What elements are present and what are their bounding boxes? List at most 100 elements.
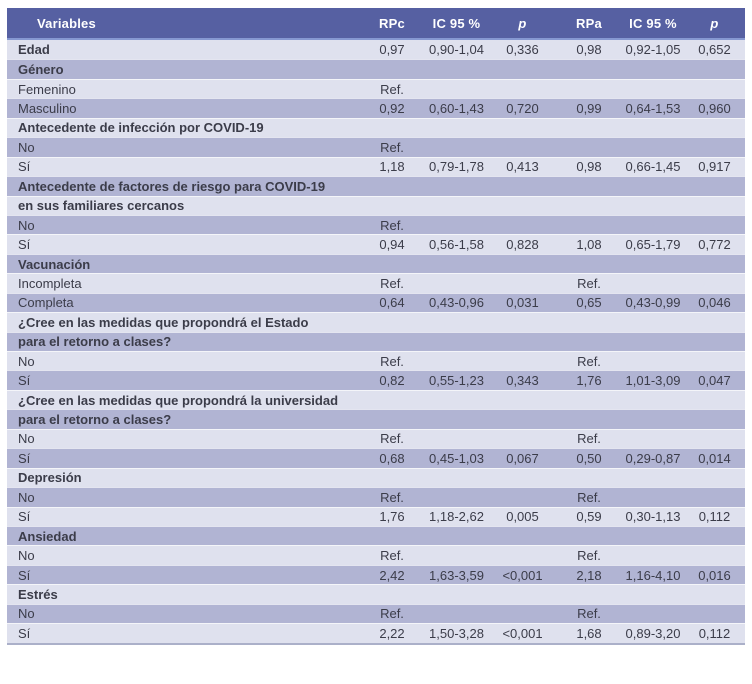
row-label: Estrés	[7, 584, 360, 604]
cell-ic95-crude: 0,45-1,03	[424, 448, 489, 468]
cell-rpc: 0,94	[360, 234, 424, 254]
cell-rpa: 0,99	[556, 98, 622, 118]
table-row: Género	[7, 59, 745, 79]
table-row: para el retorno a clases?	[7, 331, 745, 351]
cell-p-crude: <0,001	[489, 564, 556, 585]
cell-ic95-crude: 1,50-3,28	[424, 623, 489, 643]
cell-ic95-adjusted	[622, 214, 684, 235]
cell-rpc	[360, 176, 424, 196]
cell-ic95-crude	[424, 603, 489, 624]
cell-rpa	[556, 59, 622, 79]
cell-ic95-crude	[424, 253, 489, 274]
cell-rpc: Ref.	[360, 351, 424, 371]
cell-rpc	[360, 389, 424, 410]
cell-rpc	[360, 331, 424, 351]
cell-ic95-crude	[424, 312, 489, 332]
cell-p-adjusted	[684, 59, 745, 79]
cell-p-adjusted	[684, 603, 745, 624]
cell-p-crude: 0,343	[489, 370, 556, 390]
cell-rpa: 0,65	[556, 292, 622, 313]
cell-rpc: Ref.	[360, 214, 424, 235]
cell-p-adjusted	[684, 214, 745, 235]
row-label: No	[7, 214, 360, 235]
cell-rpc	[360, 467, 424, 488]
cell-ic95-crude: 0,90-1,04	[424, 40, 489, 60]
cell-p-adjusted	[684, 525, 745, 546]
cell-p-adjusted	[684, 117, 745, 138]
cell-p-adjusted	[684, 78, 745, 99]
cell-rpa: Ref.	[556, 487, 622, 507]
cell-rpa: Ref.	[556, 428, 622, 449]
cell-ic95-adjusted	[622, 137, 684, 157]
cell-p-crude	[489, 273, 556, 293]
cell-p-crude	[489, 117, 556, 138]
cell-rpc	[360, 195, 424, 215]
row-label: ¿Cree en las medidas que propondrá la un…	[7, 389, 360, 410]
cell-p-adjusted: 0,014	[684, 448, 745, 468]
cell-p-adjusted	[684, 409, 745, 429]
cell-rpc: 2,22	[360, 623, 424, 643]
cell-p-crude: 0,336	[489, 40, 556, 60]
row-label: Ansiedad	[7, 525, 360, 546]
column-header-variables: Variables	[7, 8, 360, 40]
table-row: Antecedente de infección por COVID-19	[7, 117, 745, 138]
cell-ic95-crude	[424, 78, 489, 99]
table-row: Sí 1,76 1,18-2,62 0,005 0,59 0,30-1,13 0,112	[7, 506, 745, 526]
row-label: Antecedente de factores de riesgo para C…	[7, 176, 360, 196]
cell-rpa: 0,59	[556, 506, 622, 526]
row-label: Sí	[7, 370, 360, 390]
cell-ic95-adjusted	[622, 428, 684, 449]
cell-p-crude: 0,720	[489, 98, 556, 118]
row-label: Sí	[7, 623, 360, 643]
cell-p-adjusted: 0,047	[684, 370, 745, 390]
cell-ic95-adjusted: 0,92-1,05	[622, 40, 684, 60]
cell-ic95-crude	[424, 195, 489, 215]
row-label: Sí	[7, 564, 360, 585]
results-table: Variables RPc IC 95 % p RPa IC 95 % p Ed…	[7, 8, 745, 645]
cell-rpc: Ref.	[360, 78, 424, 99]
cell-rpc: 0,64	[360, 292, 424, 313]
cell-p-crude	[489, 331, 556, 351]
cell-ic95-adjusted: 1,16-4,10	[622, 564, 684, 585]
cell-ic95-crude: 0,60-1,43	[424, 98, 489, 118]
cell-ic95-adjusted	[622, 584, 684, 604]
cell-ic95-crude	[424, 137, 489, 157]
cell-ic95-adjusted	[622, 409, 684, 429]
row-label: Incompleta	[7, 273, 360, 293]
cell-ic95-adjusted	[622, 467, 684, 488]
cell-ic95-crude	[424, 59, 489, 79]
cell-p-adjusted	[684, 584, 745, 604]
cell-ic95-crude: 0,79-1,78	[424, 156, 489, 177]
table-row: Edad 0,97 0,90-1,04 0,336 0,98 0,92-1,05 0,652	[7, 40, 745, 60]
cell-p-adjusted	[684, 487, 745, 507]
cell-ic95-crude	[424, 487, 489, 507]
cell-ic95-adjusted: 0,29-0,87	[622, 448, 684, 468]
cell-p-crude	[489, 214, 556, 235]
row-label: No	[7, 487, 360, 507]
cell-rpa: 1,76	[556, 370, 622, 390]
cell-ic95-adjusted	[622, 351, 684, 371]
cell-ic95-adjusted	[622, 273, 684, 293]
cell-p-crude	[489, 603, 556, 624]
cell-p-adjusted: 0,917	[684, 156, 745, 177]
cell-rpc: 0,82	[360, 370, 424, 390]
table-row: Sí 0,94 0,56-1,58 0,828 1,08 0,65-1,79 0,772	[7, 234, 745, 254]
cell-p-crude: <0,001	[489, 623, 556, 643]
cell-p-adjusted: 0,960	[684, 98, 745, 118]
cell-p-crude: 0,005	[489, 506, 556, 526]
row-label: Sí	[7, 506, 360, 526]
cell-rpa	[556, 253, 622, 274]
cell-ic95-adjusted: 0,30-1,13	[622, 506, 684, 526]
cell-p-crude	[489, 351, 556, 371]
cell-rpc	[360, 409, 424, 429]
cell-ic95-crude	[424, 428, 489, 449]
cell-rpa: Ref.	[556, 273, 622, 293]
column-header-rpa: RPa	[556, 8, 622, 40]
table-row: Estrés	[7, 584, 745, 604]
row-label: ¿Cree en las medidas que propondrá el Es…	[7, 312, 360, 332]
cell-p-adjusted	[684, 428, 745, 449]
cell-rpc: Ref.	[360, 487, 424, 507]
cell-ic95-crude	[424, 331, 489, 351]
cell-rpc	[360, 525, 424, 546]
cell-ic95-crude	[424, 351, 489, 371]
